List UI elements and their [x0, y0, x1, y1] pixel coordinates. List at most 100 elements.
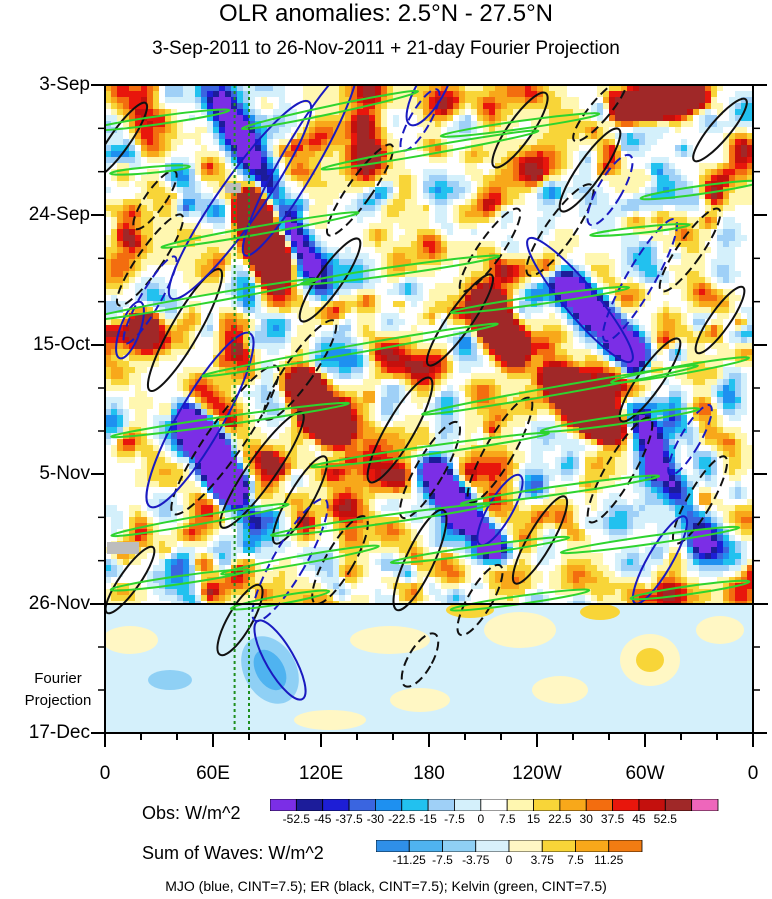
- colorbar-tick-label: 22.5: [548, 812, 572, 826]
- colorbar-swatch: [454, 799, 482, 811]
- colorbar-swatch: [612, 799, 640, 811]
- forecast-anomaly-blob: [105, 626, 158, 654]
- colorbar-tick-label: 7.5: [567, 853, 584, 867]
- missing-data-patch: [225, 183, 241, 193]
- er-contour: [146, 267, 224, 393]
- kelvin-contour: [109, 164, 191, 176]
- colorbar-swatch: [585, 799, 613, 811]
- colorbar-swatch: [506, 799, 534, 811]
- colorbar-tick-label: 7.5: [498, 812, 516, 826]
- colorbar-swatch: [401, 799, 429, 811]
- obs-colorbar: [270, 799, 719, 811]
- x-tick-label: 120E: [298, 763, 344, 784]
- colorbar-tick-label: 30: [579, 812, 593, 826]
- mjo-contour: [251, 497, 329, 623]
- kelvin-contour: [105, 108, 231, 132]
- colorbar-swatch: [295, 799, 324, 811]
- projection-label-line: Fourier: [34, 670, 82, 687]
- mjo-contour: [241, 85, 359, 257]
- y-tick-label: 26-Nov: [28, 593, 90, 614]
- mjo-contour: [586, 153, 634, 227]
- kelvin-contour: [105, 277, 320, 323]
- mjo-contour: [476, 473, 524, 547]
- er-contour: [105, 545, 156, 615]
- kelvin-contour: [459, 474, 661, 506]
- plot-axes: [90, 84, 768, 747]
- kelvin-contour: [629, 579, 751, 601]
- kelvin-contour: [110, 502, 290, 538]
- forecast-anomaly-blob: [636, 648, 664, 672]
- kelvin-contour: [110, 401, 350, 439]
- forecast-anomaly-blob: [350, 626, 430, 654]
- mjo-contour: [167, 99, 313, 301]
- chart-caption: MJO (blue, CINT=7.5); ER (black, CINT=7.…: [165, 878, 607, 894]
- colorbar-swatch: [376, 840, 410, 852]
- x-tick-label: 0: [747, 763, 759, 784]
- colorbar-swatch: [348, 799, 376, 811]
- er-contour: [558, 127, 622, 213]
- forecast-anomaly-blob: [390, 688, 450, 712]
- er-contour: [115, 213, 185, 307]
- waves-colorbar: [376, 840, 643, 852]
- y-tick-label: 17-Dec: [28, 722, 90, 743]
- y-tick-label: 15-Oct: [32, 334, 90, 355]
- kelvin-contour: [559, 525, 741, 555]
- forecast-anomaly-field: [105, 604, 753, 733]
- kelvin-contour: [310, 431, 550, 469]
- obs-anomaly-field: [105, 85, 753, 604]
- kelvin-contour: [109, 568, 251, 592]
- er-contour: [105, 101, 149, 179]
- er-contour: [392, 508, 448, 612]
- colorbar-swatch: [691, 799, 719, 811]
- y-tick-label: 3-Sep: [39, 74, 90, 95]
- forecast-anomaly-blob: [294, 710, 366, 730]
- forecast-anomaly-blob: [580, 604, 620, 620]
- hovmoller-plot: [90, 84, 768, 747]
- colorbar-tick-label: -45: [314, 812, 332, 826]
- colorbar-swatch: [559, 799, 587, 811]
- colorbar-swatch: [442, 840, 477, 852]
- colorbar-tick-label: 15: [526, 812, 541, 826]
- colorbar-tick-label: -30: [366, 812, 385, 826]
- kelvin-contour: [589, 222, 691, 238]
- er-contour: [658, 207, 722, 293]
- colorbar-swatch: [608, 840, 643, 852]
- waves-colorbar-label: Sum of Waves: W/m^2: [142, 843, 324, 863]
- kelvin-contour: [539, 407, 701, 433]
- kelvin-contour: [201, 322, 499, 378]
- er-contour: [511, 495, 569, 585]
- forecast-anomaly-blob: [148, 670, 192, 690]
- er-contour: [525, 183, 595, 277]
- kelvin-contour: [160, 211, 360, 249]
- mjo-contour: [115, 300, 145, 360]
- er-contour: [400, 632, 440, 688]
- er-contour: [216, 583, 264, 657]
- kelvin-contour: [421, 364, 699, 416]
- colorbar-swatch: [270, 799, 297, 811]
- y-tick-label: 24-Sep: [28, 204, 90, 225]
- colorbar-swatch: [541, 840, 576, 852]
- er-contour: [366, 376, 434, 484]
- colorbar-tick-label: 0: [505, 853, 513, 867]
- kelvin-contour: [449, 285, 631, 315]
- colorbar-swatch: [475, 840, 510, 852]
- er-contour: [572, 85, 628, 143]
- kelvin-contour: [240, 89, 420, 131]
- x-tick-label: 60W: [625, 763, 665, 784]
- colorbar-tick-label: 37.5: [600, 812, 625, 826]
- colorbar-tick-label: -52.5: [282, 812, 311, 826]
- colorbar-tick-label: -15: [419, 812, 437, 826]
- x-tick-label: 120W: [512, 763, 562, 784]
- colorbar-tick-label: 3.75: [530, 853, 554, 867]
- er-contour: [458, 207, 522, 293]
- colorbar-swatch: [575, 840, 610, 852]
- colorbar-tick-label: 45: [632, 812, 646, 826]
- colorbar-tick-label: 11.25: [594, 853, 624, 867]
- er-contour: [671, 455, 729, 545]
- kelvin-contour: [389, 535, 571, 565]
- kelvin-contour: [610, 356, 750, 384]
- colorbar-swatch: [408, 840, 443, 852]
- colorbar-tick-label: 0: [477, 812, 485, 826]
- colorbar-tick-label: -22.5: [388, 812, 416, 826]
- colorbar-swatch: [638, 799, 666, 811]
